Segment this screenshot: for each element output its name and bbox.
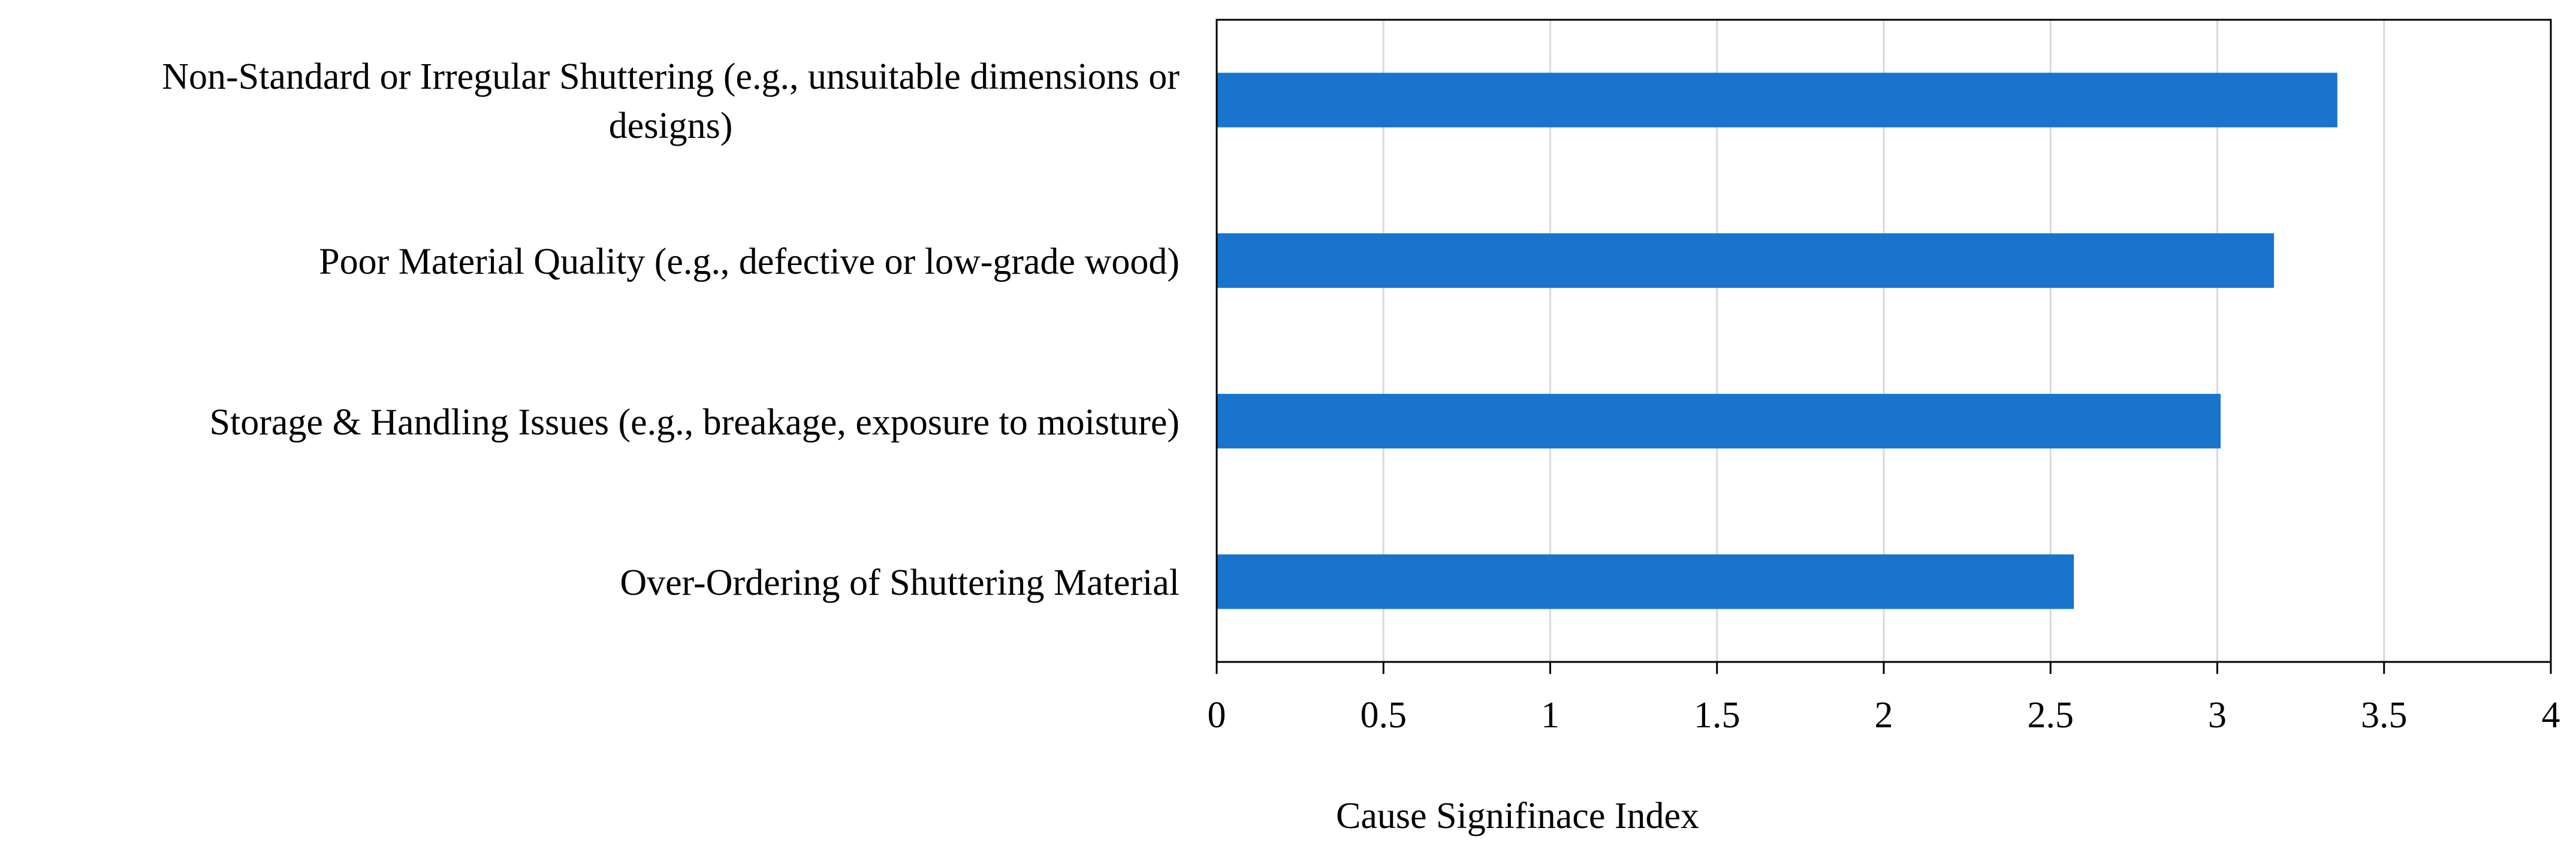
x-axis-ticks: 0 0.5 1 1.5 2 2.5 3 3.5 4 bbox=[1208, 662, 2560, 736]
category-label: Non-Standard or Irregular Shuttering (e.… bbox=[162, 56, 1180, 146]
category-label: Storage & Handling Issues (e.g., breakag… bbox=[210, 402, 1180, 442]
bar bbox=[1217, 233, 2275, 288]
x-tick-label: 1.5 bbox=[1694, 695, 1741, 736]
category-label-line: Non-Standard or Irregular Shuttering (e.… bbox=[162, 56, 1180, 97]
x-tick-label: 2.5 bbox=[2028, 695, 2074, 736]
bar bbox=[1217, 393, 2221, 448]
x-tick-label: 3.5 bbox=[2361, 695, 2408, 736]
x-tick-label: 4 bbox=[2542, 695, 2560, 736]
x-tick-label: 3 bbox=[2208, 695, 2227, 736]
bar bbox=[1217, 73, 2337, 128]
category-label: Over-Ordering of Shuttering Material bbox=[620, 562, 1180, 603]
bars bbox=[1217, 73, 2337, 609]
category-labels: Non-Standard or Irregular Shuttering (e.… bbox=[162, 56, 1180, 603]
x-tick-label: 0.5 bbox=[1361, 695, 1407, 736]
category-label: Poor Material Quality (e.g., defective o… bbox=[319, 242, 1180, 282]
x-tick-label: 0 bbox=[1208, 695, 1226, 736]
category-label-line: designs) bbox=[609, 106, 733, 146]
bar bbox=[1217, 554, 2074, 609]
x-tick-label: 1 bbox=[1541, 695, 1560, 736]
x-tick-label: 2 bbox=[1875, 695, 1893, 736]
x-axis-title: Cause Signifinace Index bbox=[1336, 796, 1699, 836]
